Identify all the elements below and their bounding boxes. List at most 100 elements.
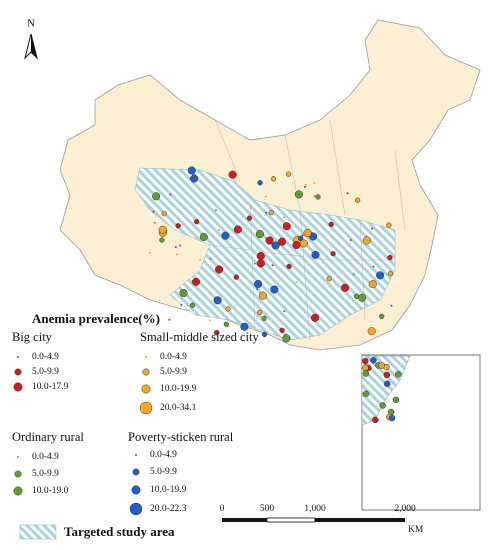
- site-marker: [330, 251, 336, 257]
- site-marker: [161, 211, 167, 217]
- site-marker: [152, 192, 161, 201]
- site-marker: [292, 240, 301, 250]
- site-marker: [386, 222, 392, 228]
- site-marker: [305, 183, 307, 186]
- site-marker: [358, 293, 367, 302]
- site-marker: [191, 175, 194, 178]
- legend-item-label: 10.0-19.9: [150, 485, 187, 495]
- site-marker: [261, 315, 264, 318]
- site-marker: [271, 264, 274, 267]
- site-marker: [215, 209, 217, 212]
- legend-item-label: 5.0-9.9: [150, 467, 177, 477]
- site-marker: [283, 216, 286, 219]
- site-marker: [250, 206, 253, 209]
- site-marker: [379, 313, 385, 319]
- site-marker: [298, 235, 304, 241]
- legend-symbol: [13, 486, 23, 496]
- legend-symbol: [17, 456, 19, 458]
- site-marker: [149, 251, 151, 254]
- province-lines: [209, 119, 406, 341]
- site-marker: [326, 276, 332, 282]
- legend-symbol: [132, 468, 140, 476]
- site-marker: [311, 313, 320, 322]
- scale-label: 2,000: [394, 504, 416, 514]
- site-marker: [286, 263, 292, 270]
- site-marker: [158, 225, 167, 234]
- site-marker: [261, 331, 268, 338]
- legend-item-label: 20.0-22.3: [150, 504, 187, 514]
- site-marker: [265, 236, 274, 245]
- site-marker: [187, 166, 196, 175]
- site-marker: [303, 185, 306, 188]
- site-marker: [271, 241, 280, 250]
- site-marker: [209, 257, 212, 260]
- site-marker: [225, 306, 231, 312]
- study-area-swatch: [19, 524, 57, 540]
- site-marker: [372, 265, 375, 268]
- site-marker: [265, 211, 268, 214]
- site-marker: [264, 195, 267, 198]
- site-markers: [149, 166, 402, 424]
- site-marker: [218, 229, 220, 231]
- legend-symbol: [17, 356, 19, 358]
- site-marker: [159, 237, 165, 243]
- site-marker: [246, 215, 253, 221]
- site-marker: [294, 190, 303, 199]
- site-marker: [175, 253, 178, 256]
- inset-marker: [362, 364, 369, 372]
- site-marker: [193, 219, 200, 225]
- site-marker: [174, 246, 177, 249]
- inset-marker: [394, 371, 402, 378]
- site-marker: [311, 250, 320, 259]
- inset-marker: [383, 380, 391, 388]
- study-area: [134, 167, 396, 341]
- site-marker: [258, 291, 267, 300]
- site-marker: [301, 234, 304, 237]
- study-area-label: Targeted study area: [64, 524, 175, 539]
- site-marker: [352, 273, 355, 276]
- inset-marker: [392, 396, 400, 404]
- north-label: N: [27, 18, 35, 30]
- site-marker: [283, 310, 286, 313]
- site-marker: [368, 280, 377, 289]
- site-marker: [279, 327, 285, 333]
- site-marker: [168, 318, 171, 321]
- site-marker: [303, 228, 312, 238]
- site-marker: [153, 221, 156, 224]
- site-marker: [295, 281, 298, 284]
- site-marker: [228, 170, 237, 179]
- site-marker: [256, 252, 265, 261]
- site-marker: [191, 336, 194, 339]
- site-marker: [313, 182, 316, 184]
- legend-symbol: [131, 485, 141, 495]
- site-marker: [328, 221, 334, 228]
- site-marker: [179, 289, 188, 298]
- legend-symbol: [14, 470, 22, 478]
- site-marker: [233, 225, 242, 234]
- legend-item-label: 5.0-9.9: [32, 469, 59, 479]
- site-marker: [371, 227, 374, 230]
- site-marker: [367, 327, 376, 336]
- legend-item-label: 10.0-17.9: [32, 382, 69, 392]
- site-marker: [285, 171, 292, 177]
- inset-marker: [388, 414, 396, 422]
- inset-marker: [372, 416, 379, 424]
- legend-symbol: [135, 454, 137, 456]
- site-marker: [299, 239, 308, 248]
- inset-marker: [370, 356, 377, 364]
- site-marker: [223, 321, 230, 327]
- site-marker: [340, 283, 350, 292]
- site-marker: [257, 180, 263, 186]
- inset-marker: [379, 402, 386, 409]
- site-marker: [256, 259, 265, 268]
- north-arrow-fill: [31, 34, 37, 58]
- scale-label: 0: [220, 504, 225, 514]
- site-marker: [313, 195, 316, 198]
- site-marker: [282, 222, 291, 231]
- site-marker: [221, 231, 230, 240]
- site-marker: [390, 304, 393, 307]
- site-marker: [257, 309, 263, 316]
- legend-item-label: 10.0-19.0: [32, 486, 69, 496]
